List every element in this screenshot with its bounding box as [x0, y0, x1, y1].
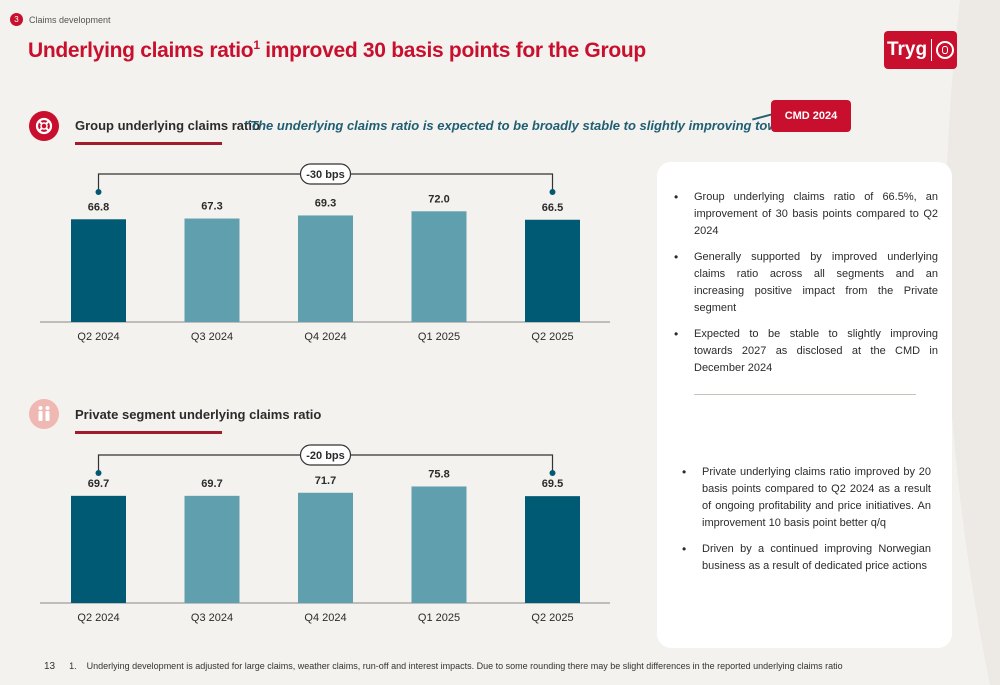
bar-q3-2024 [184, 495, 240, 603]
change-annotation-pill [299, 163, 352, 185]
family-icon [29, 399, 59, 429]
data-label: 75.8 [428, 468, 449, 480]
footnote-text: Underlying development is adjusted for l… [86, 661, 843, 671]
bracket-start-dot [95, 470, 102, 476]
data-label: 69.5 [542, 478, 563, 490]
private-section-title: Private segment underlying claims ratio [75, 407, 322, 422]
bar-q1-2025 [411, 486, 467, 603]
private-bullet: Private underlying claims ratio improved… [682, 464, 931, 532]
private-bullet: Driven by a continued improving Norwegia… [682, 541, 931, 575]
bar-q2-2024 [71, 219, 126, 322]
group-title-underline [75, 142, 222, 145]
page-title-rest: improved 30 basis points for the Group [259, 39, 646, 62]
bracket-end-dot [549, 189, 556, 195]
tick-label: Q3 2024 [191, 331, 233, 343]
tick-label: Q2 2024 [77, 612, 119, 624]
background-swoosh [945, 0, 1000, 685]
lifebuoy-icon [29, 111, 59, 141]
data-label: 66.8 [88, 201, 109, 213]
data-label: 66.5 [542, 202, 563, 214]
data-label: 71.7 [315, 475, 336, 487]
group-section-title: Group underlying claims ratio [75, 118, 260, 133]
breadcrumb-label: Claims development [29, 14, 111, 25]
bracket-end-dot [549, 470, 556, 476]
private-claims-ratio-chart: 69.7 Q2 2024 69.7 Q3 2024 71.7 Q4 2024 75.8 Q1 … [40, 444, 610, 624]
data-label: 72.0 [428, 193, 449, 205]
logo-mark-icon [936, 41, 955, 59]
logo-separator [931, 39, 933, 61]
panel-divider [694, 394, 916, 395]
data-label: 69.7 [201, 478, 222, 490]
group-commentary-list: Group underlying claims ratio of 66.5%, … [674, 189, 938, 386]
bracket-start-dot [95, 189, 102, 195]
tick-label: Q2 2025 [531, 331, 573, 343]
page-number: 13 [44, 661, 56, 672]
group-bullet: Expected to be stable to slightly improv… [674, 326, 938, 377]
group-claims-ratio-chart: 66.8 Q2 2024 67.3 Q3 2024 69.3 Q4 2024 72.0 Q1 … [40, 163, 610, 343]
cmd-quote: "The underlying claims ratio is expected… [244, 118, 844, 133]
bar-q2-2024 [71, 495, 126, 603]
data-label: 67.3 [201, 201, 222, 213]
tick-label: Q3 2024 [191, 612, 233, 624]
bar-q3-2024 [184, 218, 240, 322]
tick-label: Q2 2024 [77, 331, 119, 343]
breadcrumb: 3 Claims development [10, 13, 111, 26]
logo-text: Tryg [886, 39, 928, 60]
bar-q1-2025 [411, 211, 467, 322]
tick-label: Q1 2025 [418, 612, 460, 624]
tick-label: Q4 2024 [304, 612, 346, 624]
tryg-logo: Tryg [884, 31, 957, 69]
data-label: 69.3 [315, 197, 336, 209]
section-number-badge: 3 [10, 13, 23, 26]
group-bullet: Group underlying claims ratio of 66.5%, … [674, 189, 938, 240]
change-annotation-label: -30 bps [306, 169, 345, 181]
change-annotation-pill [299, 444, 352, 466]
page-title-main: Underlying claims ratio [28, 39, 254, 62]
footnote-marker: 1. [69, 661, 77, 671]
footnote-reference: 1 [253, 38, 260, 52]
tick-label: Q4 2024 [304, 331, 346, 343]
footnote: 13 1. Underlying development is adjusted… [44, 661, 843, 672]
bar-q4-2024 [298, 492, 353, 603]
bar-q2-2025 [525, 219, 580, 322]
data-label: 69.7 [88, 478, 109, 490]
cmd-2024-badge: CMD 2024 [771, 100, 851, 132]
private-title-underline [75, 431, 222, 434]
bar-q2-2025 [525, 496, 580, 603]
group-bullet: Generally supported by improved underlyi… [674, 249, 938, 317]
page-title: Underlying claims ratio1 improved 30 bas… [28, 38, 646, 63]
change-annotation-label: -20 bps [306, 450, 345, 462]
tick-label: Q2 2025 [531, 612, 573, 624]
bar-q4-2024 [298, 215, 353, 322]
tick-label: Q1 2025 [418, 331, 460, 343]
private-commentary-list: Private underlying claims ratio improved… [682, 464, 931, 584]
